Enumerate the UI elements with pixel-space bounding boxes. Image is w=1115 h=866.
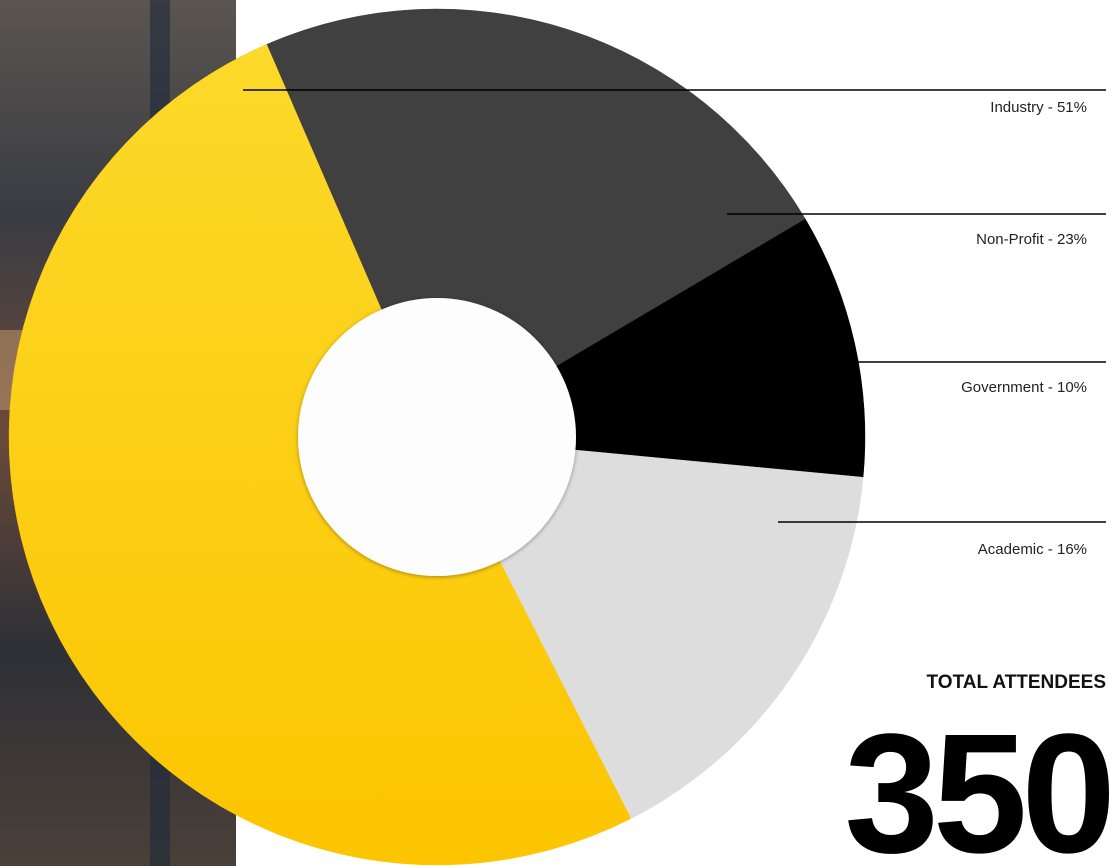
segment-label: Industry - 51% bbox=[990, 99, 1087, 116]
donut-segment bbox=[436, 436, 864, 819]
labels: Industry - 51% Non-Profit - 23% Government… bbox=[243, 89, 1106, 558]
segment-label: Academic - 16% bbox=[978, 541, 1087, 558]
segment-label: Government - 10% bbox=[961, 379, 1087, 396]
total-value: 350 bbox=[844, 699, 1110, 866]
donut-hole bbox=[298, 298, 576, 576]
total-label: TOTAL ATTENDEES bbox=[927, 672, 1106, 693]
segment-label: Non-Profit - 23% bbox=[976, 231, 1087, 248]
